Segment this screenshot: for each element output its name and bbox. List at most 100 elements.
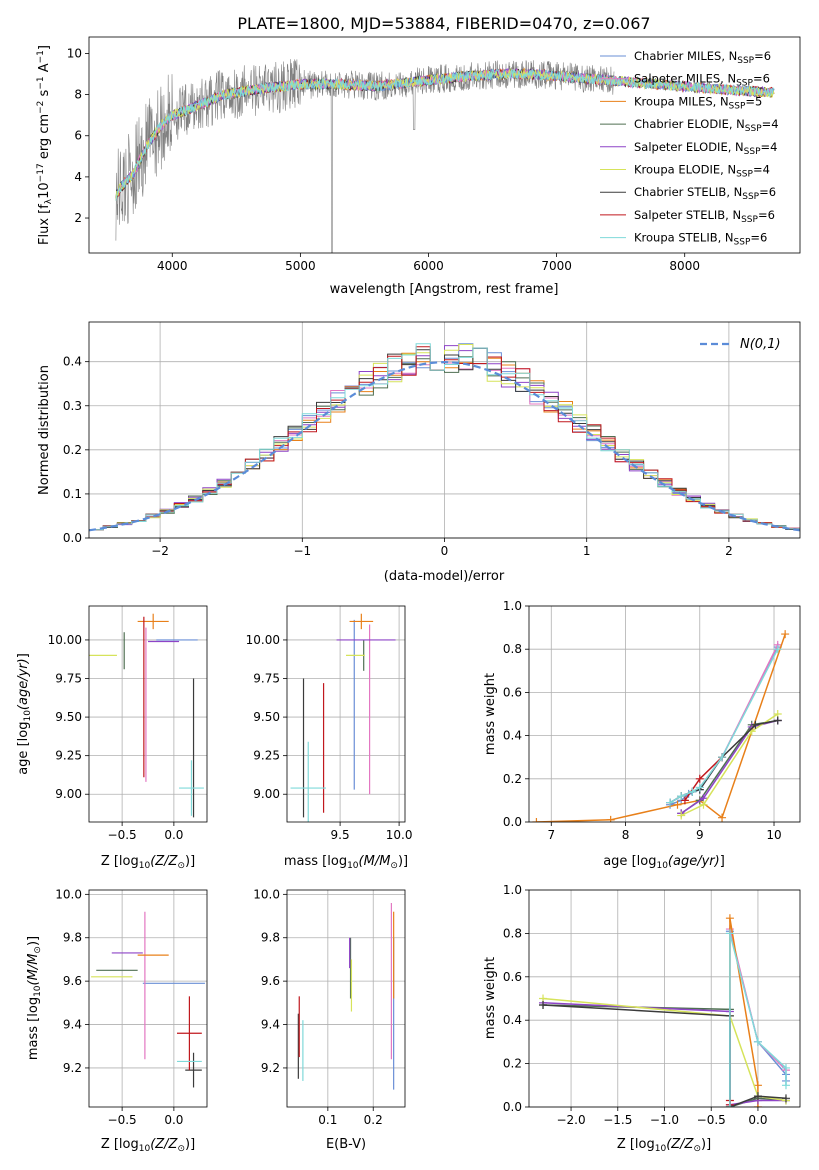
weight-marker — [781, 1094, 790, 1103]
y-label-text: ] — [37, 45, 52, 50]
weight-marker — [753, 1081, 762, 1090]
x-tick-label: −1 — [293, 544, 311, 558]
model-spectrum-line — [115, 68, 775, 201]
x-tick-label: 4000 — [157, 259, 188, 273]
axes-frame — [88, 36, 801, 254]
x-tick-label: 10 — [766, 828, 781, 842]
legend-nssp: =6 — [759, 185, 776, 199]
y-tick-label: 9.25 — [55, 749, 82, 763]
x-tick-label: −0.5 — [108, 1113, 137, 1127]
x-tick-label: −1.0 — [650, 1113, 679, 1127]
x-tick-label: 1 — [583, 544, 591, 558]
legend-nssp: =5 — [745, 94, 762, 108]
y-tick-label: 0.3 — [63, 399, 82, 413]
legend-label: Salpeter STELIB, NSSP=6 — [634, 208, 775, 225]
subscript: 10 — [23, 710, 33, 722]
weight-marker — [695, 783, 704, 792]
weight-marker — [753, 1037, 762, 1046]
gridlines — [89, 606, 207, 822]
weight-series — [666, 645, 782, 807]
y-tick-label: 0.6 — [503, 970, 522, 984]
legend-label: Salpeter MILES, NSSP=6 — [634, 72, 770, 89]
superscript: −2 — [36, 101, 46, 114]
weight-series — [677, 710, 782, 820]
axes-frame — [286, 605, 406, 823]
weight-line — [729, 918, 759, 1107]
weight-line — [680, 719, 778, 815]
subscript: 10 — [655, 1144, 667, 1154]
x-axis-label: mass [log10(M/M⊙)] — [284, 854, 408, 871]
weight-line — [669, 719, 778, 804]
weight-vs-metallicity-panel: −2.0 −1.5 −1.0 −0.5 0.0 0.0 0.2 0.4 0.6 0.8 1.0 Z [… — [483, 883, 801, 1154]
y-axis-label: Flux [fλ10−17 erg cm−2 s−1 A−1] — [36, 45, 54, 245]
x-label-text: age [log — [603, 854, 656, 869]
ticks: 4000 5000 6000 7000 8000 2 4 6 8 10 — [67, 46, 700, 273]
subscript: SSP — [737, 56, 754, 66]
x-tick-label: −0.5 — [108, 828, 137, 842]
y-tick-label: 0.0 — [503, 815, 522, 829]
axes-frame — [88, 889, 208, 1108]
y-axis-label: age [log10(age/yr)] — [16, 653, 33, 775]
x-label-text: Z [log — [101, 1137, 139, 1152]
x-tick-label: −2.0 — [556, 1113, 585, 1127]
gridlines — [287, 890, 405, 1107]
weight-series — [666, 643, 782, 809]
y-tick-label: 10.00 — [246, 633, 280, 647]
residual-histogram — [89, 356, 800, 531]
y-label-text: 10 — [37, 182, 52, 199]
subscript: SSP — [729, 101, 746, 111]
x-tick-label: 7000 — [541, 259, 572, 273]
y-tick-label: 9.8 — [261, 931, 280, 945]
legend-nssp: =6 — [754, 49, 771, 63]
subscript: 10 — [33, 985, 43, 997]
weight-marker — [773, 716, 782, 725]
ticks: −2 −1 0 1 2 0.0 0.1 0.2 0.3 0.4 — [63, 355, 733, 558]
weight-marker — [718, 753, 727, 762]
x-tick-label: 9 — [696, 828, 704, 842]
x-label-text: mass [log — [284, 854, 347, 869]
weight-marker — [725, 914, 734, 923]
x-label-text: Z [log — [101, 854, 139, 869]
plot-area — [539, 914, 790, 1107]
residual-histogram-panel: −2 −1 0 1 2 0.0 0.1 0.2 0.3 0.4 N(0,1) (data-model)… — [37, 321, 801, 584]
axes-frame — [528, 889, 801, 1108]
weight-marker — [680, 796, 689, 805]
legend-model-name: Kroupa MILES, N — [634, 94, 729, 108]
y-tick-label: 9.6 — [63, 974, 82, 988]
ticks: −2.0 −1.5 −1.0 −0.5 0.0 0.0 0.2 0.4 0.6 0.8 1.0 — [503, 883, 768, 1127]
legend-model-name: Salpeter ELODIE, N — [634, 140, 744, 154]
x-tick-label: 9.5 — [331, 828, 350, 842]
x-axis-label: (data-model)/error — [384, 569, 505, 584]
weight-line — [669, 648, 779, 804]
y-tick-label: 0.2 — [503, 1057, 522, 1071]
plot-area — [297, 903, 395, 1090]
label-text: (age/yr) — [16, 658, 31, 710]
y-label-text: s — [37, 89, 52, 100]
y-label-text: A — [37, 63, 52, 76]
weight-marker — [539, 1001, 548, 1010]
y-tick-label: 1.0 — [503, 599, 522, 613]
y-tick-label: 0.8 — [503, 926, 522, 940]
label-text: ] — [16, 653, 31, 658]
weight-line — [542, 997, 787, 1102]
gridlines — [89, 890, 207, 1107]
legend-model-name: Chabrier STELIB, N — [634, 185, 742, 199]
subscript: ⊙ — [390, 861, 398, 871]
y-tick-label: 9.75 — [253, 672, 280, 686]
x-tick-label: 0.0 — [164, 1113, 183, 1127]
legend-nssp: =4 — [762, 117, 779, 131]
age-vs-mass-panel: 9.5 10.0 9.00 9.25 9.50 9.75 10.00 mass [log10(… — [246, 605, 412, 871]
weight-marker — [725, 929, 734, 938]
x-tick-label: 0.1 — [318, 1113, 337, 1127]
y-label-text: Flux [f — [37, 204, 52, 245]
legend-label: Chabrier STELIB, NSSP=6 — [634, 185, 776, 202]
legend-label: Kroupa STELIB, NSSP=6 — [634, 231, 767, 248]
subscript: SSP — [744, 147, 761, 157]
axes-frame — [88, 321, 801, 539]
superscript: −1 — [36, 50, 46, 63]
y-tick-label: 9.50 — [55, 710, 82, 724]
y-tick-label: 0.4 — [63, 355, 82, 369]
y-tick-label: 0.6 — [503, 685, 522, 699]
